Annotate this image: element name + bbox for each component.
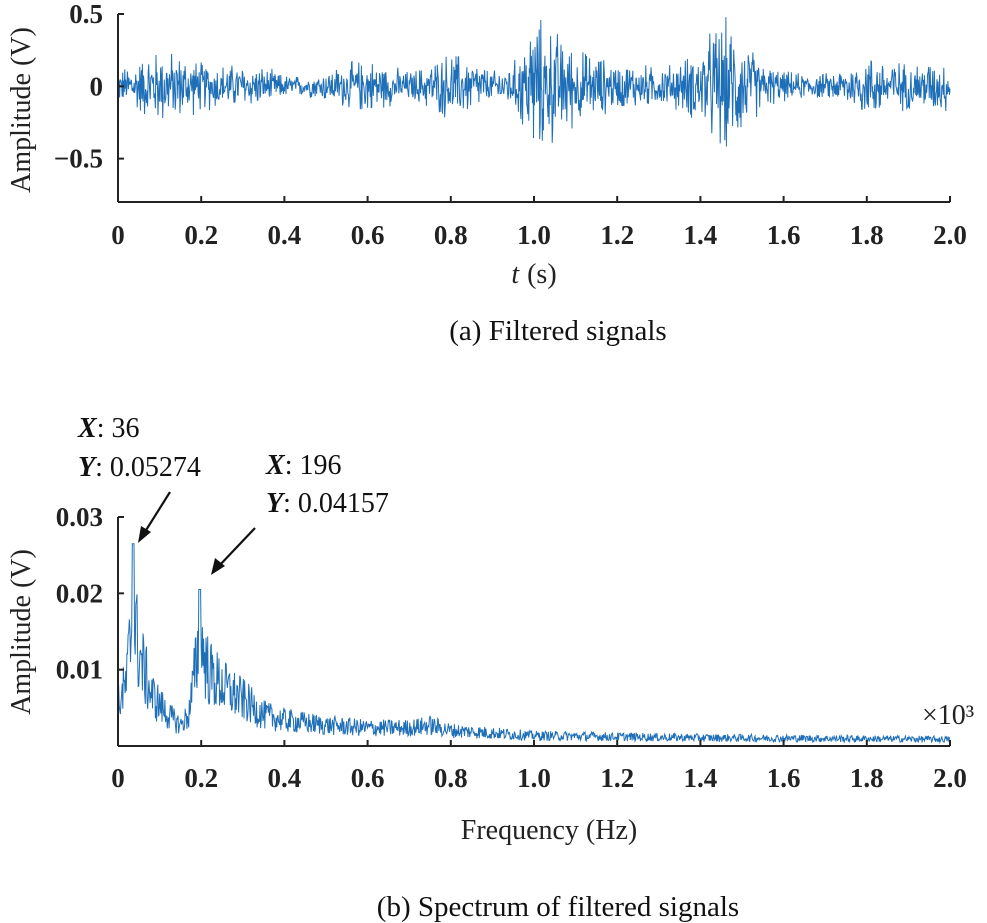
panel-a-x-tick-labels: 0 0.2 0.4 0.6 0.8 1.0 1.2 1.4 1.6 1.8 2.0 (111, 196, 967, 250)
panel-a-x-tick-label: 0.6 (351, 220, 385, 250)
panel-b-x-tick-label: 0.2 (184, 763, 218, 793)
peak-1-x-value: : 36 (97, 413, 140, 444)
panel-b-x-tick-label: 1.8 (850, 763, 884, 793)
panel-b-caption: (b) Spectrum of filtered signals (377, 891, 739, 923)
peak-1-y-label: Y: 0.05274 (78, 452, 201, 483)
peak-2-y-label: Y: 0.04157 (266, 488, 389, 519)
peak-2-arrow-line (217, 527, 256, 568)
panel-b-x-tick-label: 0.4 (268, 763, 302, 793)
panel-a-x-tick-label: 0.4 (268, 220, 302, 250)
panel-b-x-tick-label: 2.0 (933, 763, 967, 793)
filtered-signal-trace (117, 17, 951, 147)
panel-a-y-tick-label: 0 (90, 71, 104, 101)
panel-b-x-tick-label: 1.2 (600, 763, 634, 793)
panel-a-caption: (a) Filtered signals (449, 315, 666, 347)
panel-a-x-tick-label: 1.6 (767, 220, 801, 250)
peak-annotation-2: X: 196 Y: 0.04157 (211, 450, 389, 575)
panel-a-y-tick-label: 0.5 (69, 0, 103, 29)
panel-a-x-tick-label: 0.8 (434, 220, 468, 250)
panel-b-y-tick-label: 0.03 (56, 502, 103, 532)
peak-1-x-label: X: 36 (77, 413, 139, 444)
panel-b-x-tick-label: 1.4 (684, 763, 718, 793)
panel-b-spectrum: 0.03 0.02 0.01 0 0.2 0.4 0.6 0.8 1.0 1.2 1.4 1.6 1.… (6, 413, 974, 923)
panel-b-y-axis-label: Amplitude (V) (6, 549, 37, 715)
panel-a-x-tick-label: 1.0 (517, 220, 551, 250)
peak-2-x-value: : 196 (285, 450, 342, 481)
panel-b-x-tick-label: 0.6 (351, 763, 385, 793)
peak-2-x-label: X: 196 (265, 450, 341, 481)
panel-b-x-axis-label: Frequency (Hz) (461, 815, 637, 846)
peak-1-y-key: Y (78, 452, 98, 483)
panel-a-x-axis-variable: t (511, 259, 520, 290)
peak-1-x-key: X (77, 413, 98, 444)
panel-b-x-multiplier: ×10³ (922, 700, 974, 731)
panel-a-x-tick-label: 1.8 (850, 220, 884, 250)
peak-2-arrow-head (211, 558, 225, 575)
panel-b-x-tick-label: 0 (111, 763, 125, 793)
panel-a-y-axis-label: Amplitude (V) (6, 27, 37, 193)
peak-1-arrow-head (138, 526, 151, 543)
peak-2-y-value: : 0.04157 (283, 488, 389, 519)
panel-b-x-tick-labels: 0 0.2 0.4 0.6 0.8 1.0 1.2 1.4 1.6 1.8 2.0 (111, 740, 967, 793)
panel-a-x-axis-unit: (s) (527, 259, 557, 290)
panel-a-time-signal: 0.5 0 −0.5 0 0.2 0.4 0.6 0.8 1.0 1.2 1.4 1.6 1.8 2.0… (6, 0, 967, 347)
panel-b-x-tick-label: 1.0 (517, 763, 551, 793)
peak-2-y-key: Y (266, 488, 286, 519)
panel-b-y-tick-labels: 0.03 0.02 0.01 (56, 502, 124, 685)
peak-2-x-key: X (265, 450, 286, 481)
peak-annotation-1: X: 36 Y: 0.05274 (77, 413, 201, 543)
panel-a-y-tick-label: −0.5 (54, 144, 103, 174)
panel-a-x-tick-label: 0 (111, 220, 125, 250)
spectrum-trace (117, 543, 951, 745)
peak-1-arrow-line (142, 491, 171, 536)
panel-a-y-tick-labels: 0.5 0 −0.5 (54, 0, 124, 174)
peak-1-y-value: : 0.05274 (95, 452, 201, 483)
panel-b-x-tick-label: 1.6 (767, 763, 801, 793)
panel-a-x-tick-label: 2.0 (933, 220, 967, 250)
panel-a-x-tick-label: 1.4 (684, 220, 718, 250)
panel-a-x-tick-label: 0.2 (184, 220, 218, 250)
panel-a-x-tick-label: 1.2 (600, 220, 634, 250)
panel-b-y-tick-label: 0.01 (56, 655, 103, 685)
panel-a-x-axis-label: t (s) (511, 259, 556, 290)
panel-b-y-tick-label: 0.02 (56, 578, 103, 608)
panel-b-x-tick-label: 0.8 (434, 763, 468, 793)
